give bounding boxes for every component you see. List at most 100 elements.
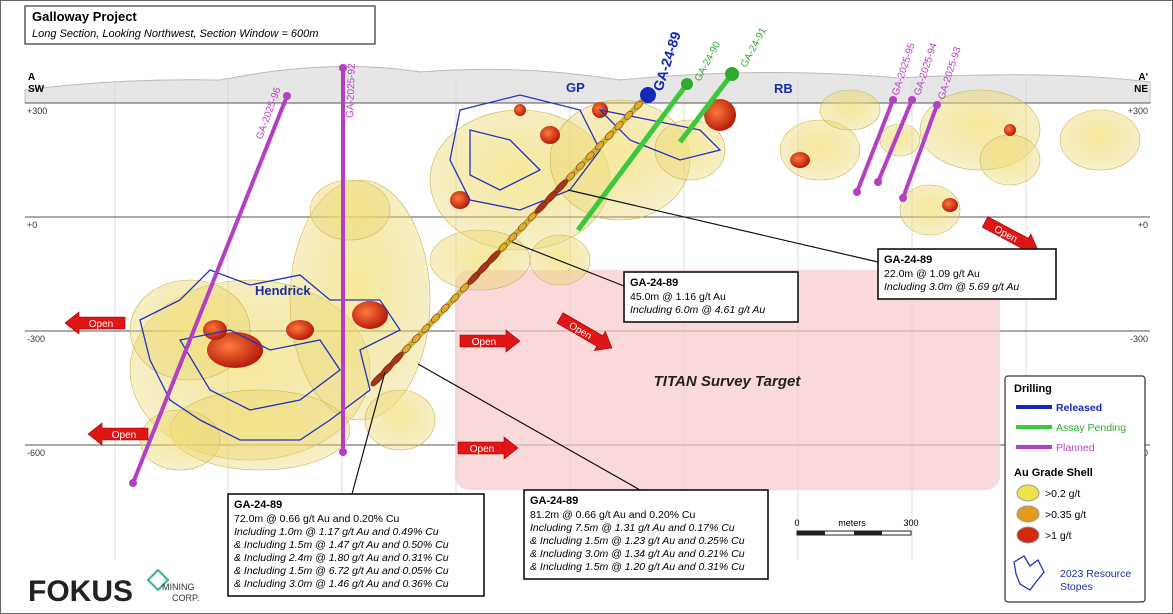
- leader-line: [567, 189, 879, 263]
- subtitle: Long Section, Looking Northwest, Section…: [32, 28, 318, 40]
- logo-text: MINING: [162, 582, 195, 592]
- assay-disc: [634, 100, 643, 110]
- assay-disc: [421, 324, 431, 333]
- open-arrow: Open: [459, 329, 521, 353]
- callout-line: & Including 1.5m @ 6.72 g/t Au and 0.05%…: [234, 565, 449, 577]
- legend-label: >0.35 g/t: [1045, 509, 1086, 521]
- arrow-shape: [459, 329, 521, 353]
- assay-disc: [585, 151, 595, 161]
- open-arrow: Open: [87, 422, 149, 446]
- legend-swatch: [1016, 484, 1040, 502]
- logo-text: CORP.: [172, 593, 199, 603]
- legend-label: Released: [1056, 402, 1102, 414]
- elevation-label: +0: [1138, 220, 1148, 230]
- legend-label: Planned: [1056, 442, 1095, 454]
- open-arrow: Open: [64, 311, 126, 335]
- arrow-label: Open: [472, 337, 496, 348]
- callout-line: Including 7.5m @ 1.31 g/t Au and 0.17% C…: [530, 522, 735, 534]
- zone-label: GP: [566, 80, 585, 95]
- grade-shell: [899, 184, 961, 236]
- legend-heading: Au Grade Shell: [1014, 467, 1093, 479]
- arrow-shape: [556, 312, 613, 351]
- high-grade: [540, 126, 560, 144]
- callout-line: Including 3.0m @ 5.69 g/t Au: [884, 281, 1019, 293]
- callout-line: & Including 2.4m @ 1.80 g/t Au and 0.31%…: [234, 552, 449, 564]
- drill-label: GA-2025-92: [345, 63, 358, 118]
- zone-label: RB: [774, 81, 793, 96]
- legend-label: >1 g/t: [1045, 530, 1072, 542]
- elevation-label: +300: [1128, 106, 1148, 116]
- leader-line: [351, 371, 386, 495]
- legend: [1004, 375, 1146, 603]
- callout-box: [523, 489, 769, 580]
- scale-bar: 0 meters 300: [794, 518, 919, 536]
- callout-line: & Including 3.0m @ 1.34 g/t Au and 0.21%…: [530, 548, 745, 560]
- grade-shell: [529, 234, 591, 286]
- assay-disc: [402, 344, 411, 354]
- high-grade: [207, 332, 263, 368]
- assay-disc: [431, 313, 440, 323]
- zone-label: Hendrick: [255, 283, 311, 298]
- assay-disc: [595, 141, 605, 151]
- logo: FOKUS: [28, 575, 133, 608]
- elevation-label: +300: [27, 106, 47, 116]
- section-point: A': [1138, 72, 1148, 83]
- section-direction: NE: [1134, 84, 1148, 95]
- title: Galloway Project: [32, 9, 137, 24]
- scale-unit: meters: [838, 518, 866, 528]
- elevation-label: -600: [27, 448, 45, 458]
- grade-shell: [819, 89, 881, 131]
- open-arrow: Open: [457, 436, 519, 460]
- arrow-shape: [64, 311, 126, 335]
- grade-shell: [979, 134, 1041, 186]
- collar: [725, 67, 739, 81]
- grade-shells: [129, 89, 1141, 471]
- legend-label: Assay Pending: [1056, 422, 1126, 434]
- grade-shell: [309, 179, 391, 241]
- section-point: A: [28, 72, 35, 83]
- callout-title: GA-24-89: [234, 499, 282, 511]
- leader-line: [417, 363, 641, 491]
- high-grade: [286, 320, 314, 340]
- callout-line: & Including 3.0m @ 1.46 g/t Au and 0.36%…: [234, 578, 449, 590]
- elevation-label: -300: [1130, 334, 1148, 344]
- callout-line: & Including 1.5m @ 1.23 g/t Au and 0.25%…: [530, 535, 745, 547]
- arrow-label: Open: [470, 444, 494, 455]
- high-grade: [790, 152, 810, 168]
- title-box: [24, 5, 376, 45]
- titan-target: [455, 270, 1000, 490]
- planned-holes: [131, 68, 939, 484]
- high-grade: [450, 191, 470, 209]
- arrow-shape: [457, 436, 519, 460]
- grade-shell: [1059, 109, 1141, 171]
- arrow-label: Open: [112, 430, 136, 441]
- high-grade: [514, 104, 526, 116]
- callout-line: 22.0m @ 1.09 g/t Au: [884, 268, 980, 280]
- high-grade: [1004, 124, 1016, 136]
- collar: [681, 78, 693, 90]
- assay-disc: [614, 121, 624, 130]
- callout-line: & Including 1.5m @ 1.47 g/t Au and 0.50%…: [234, 539, 449, 551]
- callout-box: [623, 271, 799, 323]
- leader-line: [511, 241, 625, 287]
- logo-mark: [146, 568, 170, 592]
- assay-disc: [411, 334, 421, 344]
- scale-label: 0: [794, 518, 799, 528]
- scale-label: 300: [903, 518, 918, 528]
- assay-disc: [498, 242, 508, 252]
- drill-ga-24-90: [575, 82, 690, 232]
- assay-disc: [566, 171, 576, 181]
- assay-disc: [518, 222, 527, 232]
- high-grade: [203, 320, 227, 340]
- assay-disc: [508, 232, 518, 242]
- elevation-label: +0: [27, 220, 37, 230]
- arrow-shape: [87, 422, 149, 446]
- assay-disc: [624, 110, 634, 120]
- assay-intervals: [370, 100, 643, 387]
- callout-line: 72.0m @ 0.66 g/t Au and 0.20% Cu: [234, 513, 400, 525]
- legend-label: 2023 Resource Stopes: [1060, 568, 1131, 593]
- callout-title: GA-24-89: [530, 495, 578, 507]
- planned-ends: [129, 64, 941, 487]
- legend-swatch: [1016, 526, 1040, 544]
